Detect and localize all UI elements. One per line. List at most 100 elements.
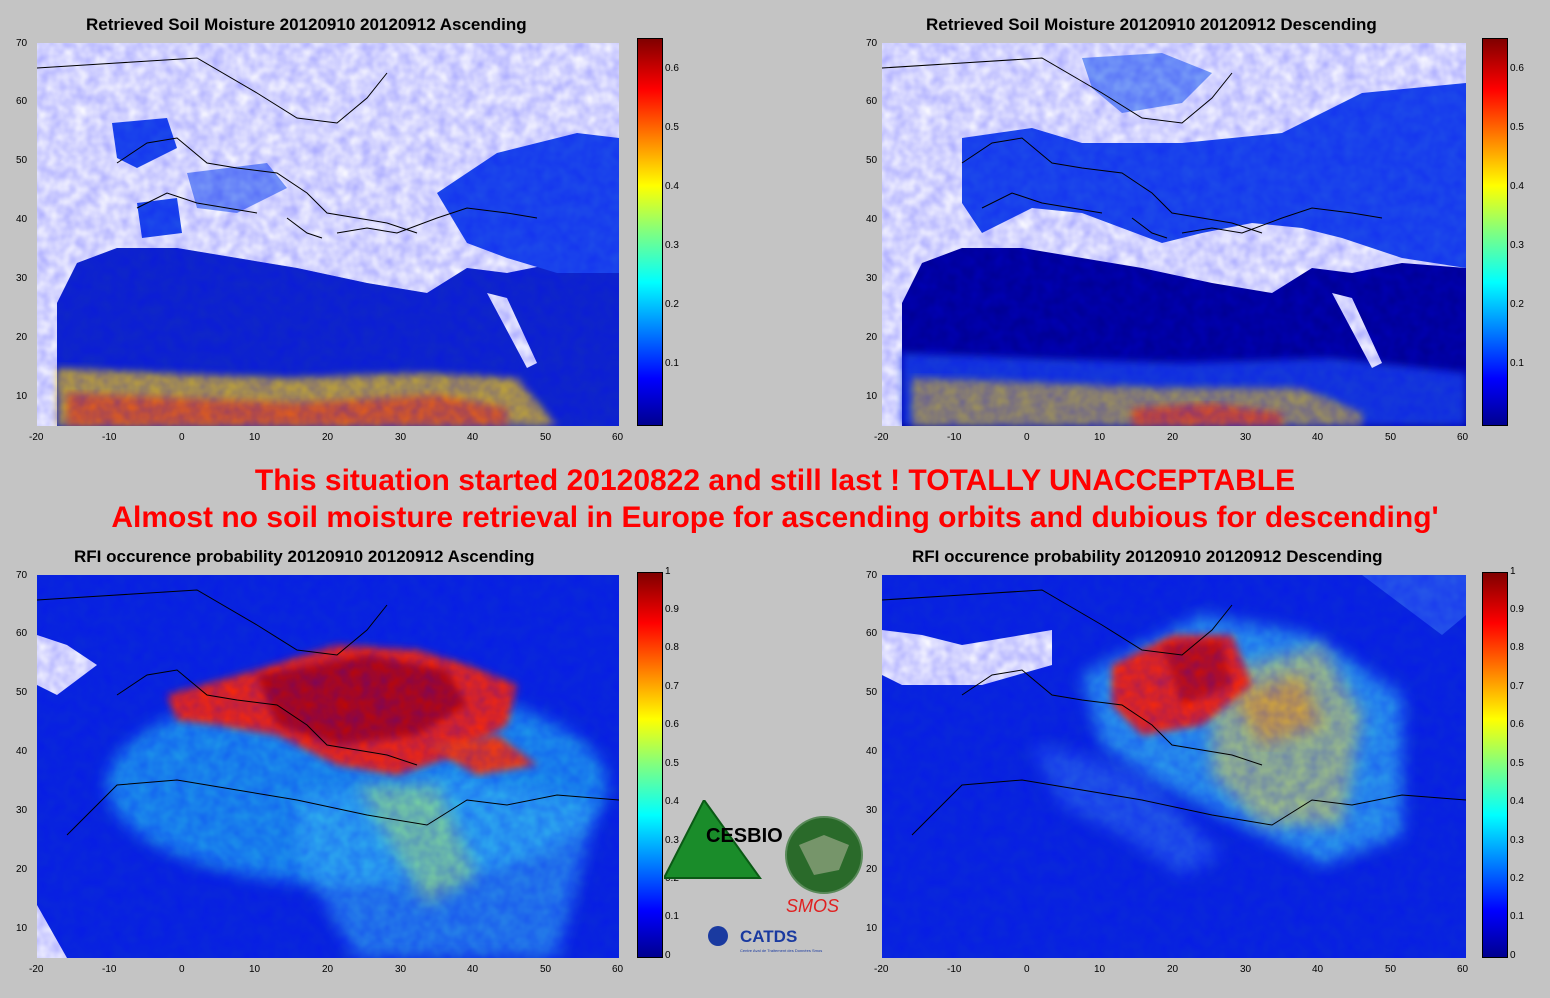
x-tick: -20	[29, 964, 44, 975]
y-tick: 50	[866, 687, 878, 698]
colorbar-tick: 0.6	[1510, 719, 1524, 730]
x-tick: -10	[947, 964, 962, 975]
y-tick: 50	[16, 155, 28, 166]
y-tick: 10	[866, 923, 878, 934]
y-tick: 40	[16, 214, 28, 225]
cesbio-logo-icon	[662, 798, 762, 879]
colorbar-tick: 0.9	[665, 604, 679, 615]
catds-logo-text: CATDS	[740, 927, 797, 946]
colorbar-tick: 0.4	[1510, 796, 1524, 807]
catds-globe-icon	[708, 926, 728, 946]
colorbar-tick: 0.3	[1510, 835, 1524, 846]
y-tick: 40	[866, 214, 878, 225]
y-tick: 60	[16, 96, 28, 107]
x-tick: 10	[249, 964, 261, 975]
colorbar-tick: 0.4	[1510, 181, 1524, 192]
x-tick: -10	[102, 432, 117, 443]
colorbar-tick: 0.1	[665, 911, 679, 922]
banner-line-1: This situation started 20120822 and stil…	[254, 464, 1296, 497]
colorbar-tick: 0.6	[665, 719, 679, 730]
chart-title: Retrieved Soil Moisture 20120910 2012091…	[86, 15, 527, 34]
heatmap-plot-area[interactable]	[882, 43, 1466, 426]
x-tick: 50	[1385, 964, 1397, 975]
colorbar-tick: 0.2	[665, 299, 679, 310]
colorbar-tick: 0.5	[1510, 122, 1524, 133]
x-tick: 10	[249, 432, 261, 443]
colorbar-tick: 0.7	[1510, 681, 1524, 692]
y-tick: 50	[866, 155, 878, 166]
y-tick: 20	[16, 864, 28, 875]
x-tick: 0	[1024, 964, 1030, 975]
x-tick: 20	[1167, 964, 1179, 975]
colorbar-tick: 0.8	[1510, 642, 1524, 653]
x-tick: 40	[467, 432, 479, 443]
y-tick: 70	[866, 38, 878, 49]
colorbar-tick: 0.5	[665, 122, 679, 133]
banner-line-2: Almost no soil moisture retrieval in Eur…	[111, 501, 1439, 534]
x-tick: -10	[102, 964, 117, 975]
x-tick: 10	[1094, 964, 1106, 975]
heatmap-plot-area[interactable]	[882, 575, 1466, 958]
x-tick: 20	[322, 432, 334, 443]
colorbar-tick: 1	[1510, 566, 1516, 577]
colorbar-tick: 0.3	[1510, 240, 1524, 251]
x-tick: 0	[179, 964, 185, 975]
soil-moisture-descending-map	[882, 43, 1466, 426]
y-tick: 10	[16, 923, 28, 934]
x-tick: 60	[1457, 432, 1469, 443]
heatmap-plot-area[interactable]	[37, 43, 619, 426]
y-tick: 10	[16, 391, 28, 402]
y-tick: 30	[16, 805, 28, 816]
y-tick: 70	[16, 570, 28, 581]
rfi-descending-map	[882, 575, 1466, 958]
colorbar	[1482, 572, 1508, 958]
x-tick: 30	[395, 964, 407, 975]
y-tick: 70	[16, 38, 28, 49]
y-tick: 20	[16, 332, 28, 343]
colorbar-tick: 0.2	[1510, 873, 1524, 884]
colorbar-tick: 0.1	[1510, 358, 1524, 369]
y-tick: 30	[866, 805, 878, 816]
colorbar	[1482, 38, 1508, 426]
x-tick: 0	[1024, 432, 1030, 443]
x-tick: 60	[612, 432, 624, 443]
colorbar	[637, 38, 663, 426]
chart-title: Retrieved Soil Moisture 20120910 2012091…	[926, 15, 1377, 34]
colorbar-tick: 0.1	[1510, 911, 1524, 922]
colorbar	[637, 572, 663, 958]
colorbar-tick: 0.5	[665, 758, 679, 769]
colorbar-tick: 0.6	[665, 63, 679, 74]
y-tick: 60	[866, 96, 878, 107]
x-tick: -20	[874, 432, 889, 443]
colorbar-tick: 0.6	[1510, 63, 1524, 74]
colorbar-tick: 0.3	[665, 240, 679, 251]
x-tick: 60	[1457, 964, 1469, 975]
colorbar-tick: 0.9	[1510, 604, 1524, 615]
colorbar-tick: 0.7	[665, 681, 679, 692]
catds-logo-subtext: Centre Aval de Traitement des Données Sm…	[740, 948, 822, 953]
y-tick: 40	[866, 746, 878, 757]
logos-graphic: CESBIO SMOS CATDS Centre Aval de Traitem…	[662, 798, 863, 953]
logo-area: CESBIO SMOS CATDS Centre Aval de Traitem…	[662, 798, 876, 960]
x-tick: 0	[179, 432, 185, 443]
colorbar-tick: 0	[665, 950, 671, 961]
x-tick: 30	[1240, 964, 1252, 975]
x-tick: 10	[1094, 432, 1106, 443]
soil-moisture-ascending-map	[37, 43, 619, 426]
colorbar-tick: 0.5	[1510, 758, 1524, 769]
smos-logo-text: SMOS	[786, 896, 839, 916]
x-tick: -10	[947, 432, 962, 443]
chart-title: RFI occurence probability 20120910 20120…	[74, 547, 535, 566]
cesbio-logo-text: CESBIO	[706, 825, 783, 847]
x-tick: 50	[540, 964, 552, 975]
y-tick: 60	[16, 628, 28, 639]
x-tick: 30	[395, 432, 407, 443]
colorbar-tick: 0.2	[1510, 299, 1524, 310]
heatmap-plot-area[interactable]	[37, 575, 619, 958]
x-tick: 30	[1240, 432, 1252, 443]
x-tick: -20	[29, 432, 44, 443]
y-tick: 30	[866, 273, 878, 284]
x-tick: 60	[612, 964, 624, 975]
y-tick: 20	[866, 864, 878, 875]
colorbar-tick: 0.4	[665, 181, 679, 192]
